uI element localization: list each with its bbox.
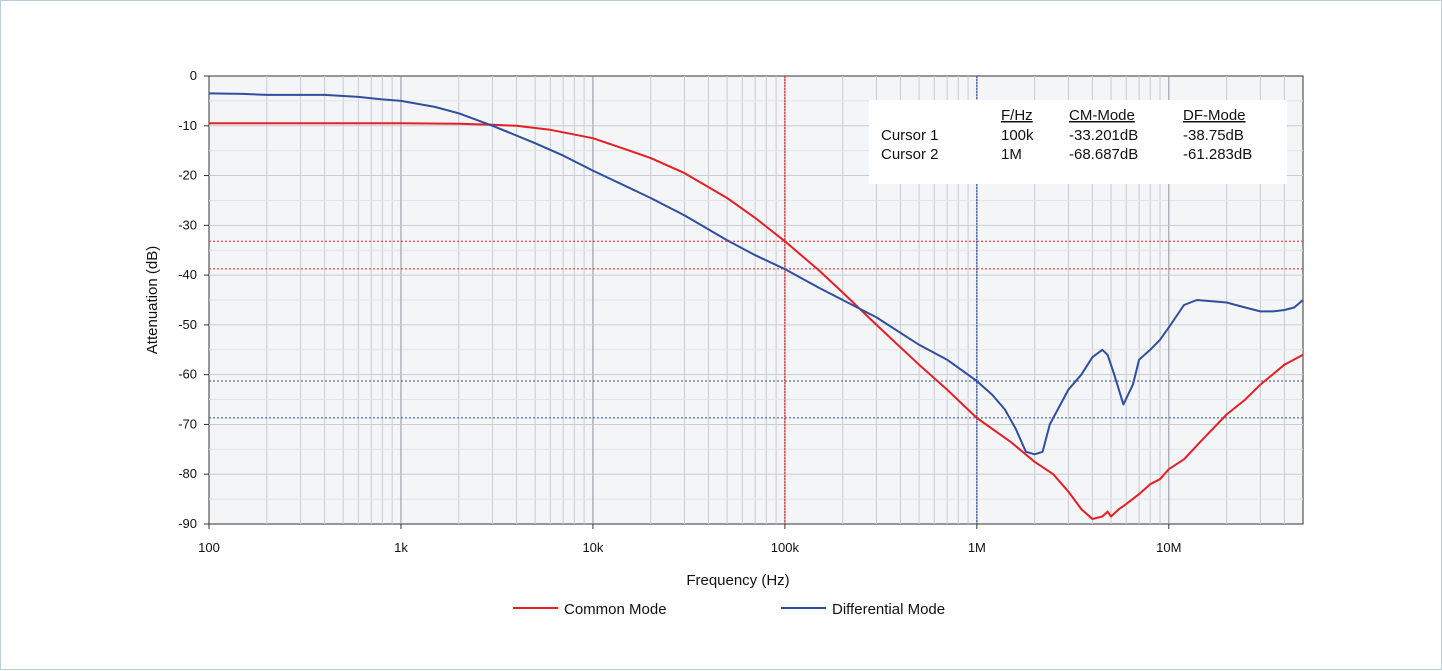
legend-label-common-mode: Common Mode (564, 601, 667, 618)
x-tick-label: 10k (582, 540, 603, 555)
series-layer (208, 92, 1304, 520)
x-tick-label: 100 (198, 540, 220, 555)
series-line-common-mode (209, 122, 1304, 520)
legend: Common Mode Differential Mode (513, 601, 945, 618)
cursor-2-freq: 1M (1001, 146, 1022, 163)
cursor-1-df: -38.75dB (1183, 127, 1244, 144)
cursor-1-cm: -33.201dB (1069, 127, 1138, 144)
cursor-1-freq: 100k (1001, 127, 1034, 144)
cursor-lines (209, 76, 1303, 524)
x-axis-ticks: 100 1k 10k 100k 1M 10M (198, 524, 1181, 555)
legend-label-differential-mode: Differential Mode (832, 601, 945, 618)
y-tick-label: -40 (178, 267, 197, 282)
x-tick-label: 100k (771, 540, 800, 555)
x-tick-label: 10M (1156, 540, 1181, 555)
series-line-differential-mode (208, 92, 1304, 456)
y-axis-title: Attenuation (dB) (144, 246, 161, 354)
cursor-table-header-cm: CM-Mode (1069, 107, 1135, 124)
y-tick-label: -10 (178, 118, 197, 133)
minor-grid (209, 76, 1303, 524)
cursor-table-header-freq: F/Hz (1001, 107, 1033, 124)
y-tick-label: -70 (178, 416, 197, 431)
cursor-2-label: Cursor 2 (881, 146, 939, 163)
y-tick-label: -60 (178, 367, 197, 382)
x-tick-label: 1M (968, 540, 986, 555)
y-tick-label: 0 (190, 68, 197, 83)
cursor-table-header-df: DF-Mode (1183, 107, 1246, 124)
x-axis-title: Frequency (Hz) (686, 572, 789, 589)
cursor-2-cm: -68.687dB (1069, 146, 1138, 163)
y-tick-label: -30 (178, 217, 197, 232)
y-tick-label: -80 (178, 466, 197, 481)
cursor-table-background (869, 100, 1287, 184)
y-tick-label: -90 (178, 516, 197, 531)
cursor-2-df: -61.283dB (1183, 146, 1252, 163)
y-axis-ticks: 0 -10 -20 -30 -40 -50 -60 -70 -80 -90 (178, 68, 209, 531)
cursor-table: F/Hz CM-Mode DF-Mode Cursor 1 100k -33.2… (881, 107, 1252, 163)
y-tick-label: -50 (178, 317, 197, 332)
cursor-1-label: Cursor 1 (881, 127, 939, 144)
x-tick-label: 1k (394, 540, 408, 555)
y-tick-label: -20 (178, 168, 197, 183)
